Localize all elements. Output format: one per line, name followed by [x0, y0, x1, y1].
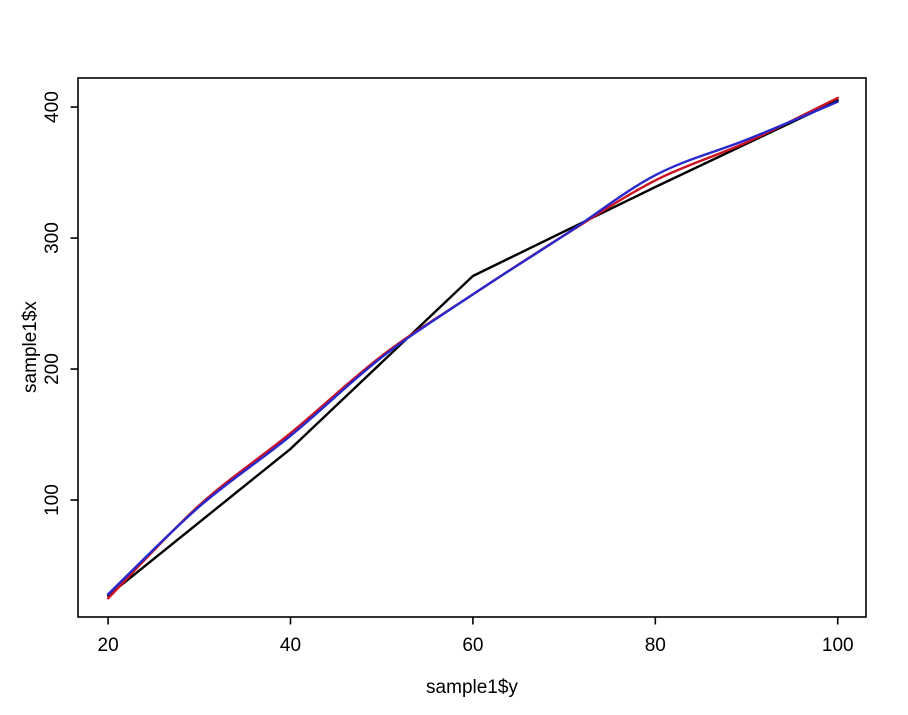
x-tick-label: 100 — [822, 635, 854, 656]
plot-box — [77, 77, 867, 618]
x-tick-label: 20 — [98, 635, 119, 656]
x-tick-label: 40 — [280, 635, 301, 656]
red-line-series — [106, 96, 839, 600]
y-tick-label: 200 — [42, 353, 63, 385]
x-tick-label: 80 — [645, 635, 666, 656]
x-tick-label: 60 — [462, 635, 483, 656]
black-line-series — [106, 99, 839, 597]
y-tick-label: 100 — [42, 484, 63, 516]
y-tick-label: 400 — [42, 91, 63, 123]
blue-line-series — [106, 100, 839, 596]
y-tick-label: 300 — [42, 222, 63, 254]
x-axis-title: sample1$y — [426, 677, 518, 698]
y-axis-title: sample1$x — [20, 301, 41, 393]
